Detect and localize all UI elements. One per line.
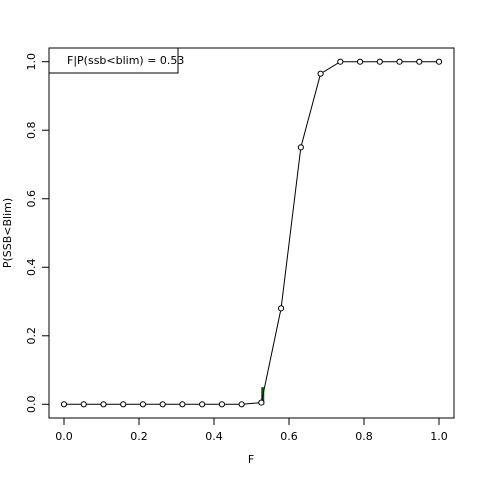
data-point bbox=[416, 58, 423, 65]
data-point bbox=[120, 401, 127, 408]
data-point bbox=[356, 58, 364, 65]
y-axis-title: P(SSB<Blim) bbox=[1, 198, 14, 268]
x-tick-label: 0.0 bbox=[55, 430, 73, 443]
y-tick-label: 0.2 bbox=[25, 327, 38, 345]
data-point bbox=[179, 401, 186, 408]
y-tick-label: 0.6 bbox=[25, 190, 38, 208]
x-tick-label: 0.4 bbox=[205, 430, 223, 443]
data-point bbox=[277, 305, 285, 312]
data-point bbox=[337, 58, 344, 65]
data-point bbox=[218, 401, 226, 408]
x-tick-label: 0.8 bbox=[355, 430, 373, 443]
data-point bbox=[139, 401, 147, 408]
y-tick-label: 0.4 bbox=[25, 259, 38, 277]
x-tick-label: 0.6 bbox=[280, 430, 298, 443]
y-tick-label: 1.0 bbox=[25, 53, 38, 71]
data-point bbox=[258, 399, 265, 406]
x-axis-title: F bbox=[248, 453, 254, 466]
data-point bbox=[159, 401, 166, 408]
y-tick-label: 0.8 bbox=[25, 121, 38, 139]
legend-box bbox=[48, 47, 179, 74]
series-line bbox=[64, 61, 439, 405]
x-tick-label: 0.2 bbox=[130, 430, 148, 443]
plot-frame bbox=[48, 47, 455, 419]
data-point bbox=[238, 401, 245, 408]
data-point bbox=[396, 58, 403, 65]
data-point bbox=[100, 401, 107, 408]
y-tick-label: 0.0 bbox=[25, 396, 38, 414]
data-point bbox=[435, 58, 443, 65]
data-point bbox=[317, 70, 324, 77]
data-point bbox=[60, 401, 68, 408]
legend-text: F|P(ssb<blim) = 0.53 bbox=[67, 54, 184, 67]
data-point bbox=[199, 401, 206, 408]
data-point bbox=[80, 401, 87, 408]
data-point bbox=[297, 144, 304, 151]
x-tick-label: 1.0 bbox=[430, 430, 448, 443]
data-point bbox=[376, 58, 383, 65]
